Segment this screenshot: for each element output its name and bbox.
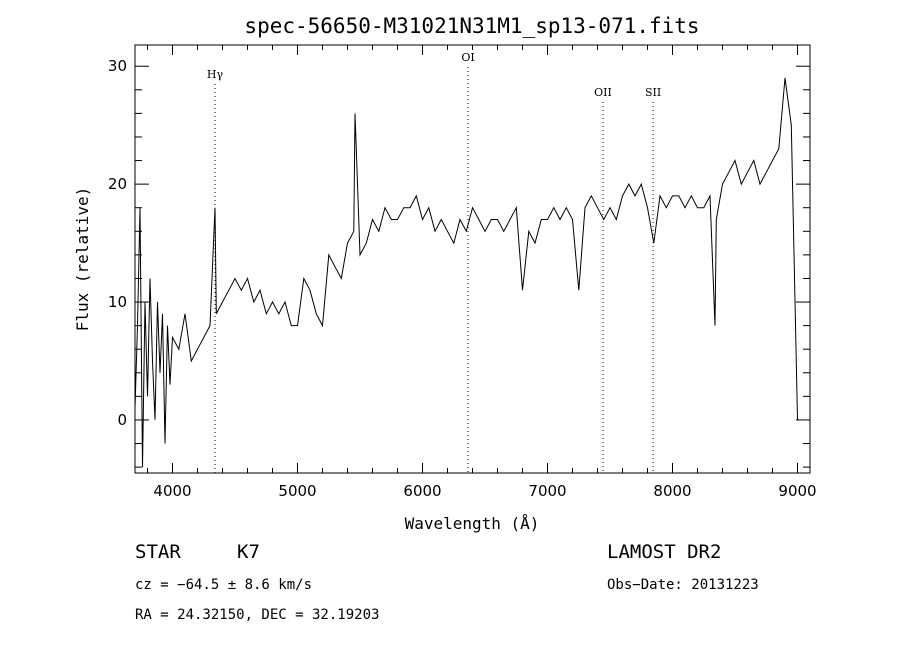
y-tick-label: 10 <box>108 293 127 311</box>
spectrum-line <box>134 77 798 468</box>
x-tick-label: 6000 <box>403 482 441 500</box>
chart-title: spec-56650-M31021N31M1_sp13-071.fits <box>244 14 699 38</box>
coordinates: RA = 24.32150, DEC = 32.19203 <box>135 607 379 623</box>
y-tick-label: 30 <box>108 57 127 75</box>
spectral-line-markers: Hγ OI OII SII <box>207 51 661 473</box>
y-axis-label: Flux (relative) <box>73 187 92 332</box>
spectral-line-label: OII <box>594 86 612 99</box>
x-tick-label: 5000 <box>278 482 316 500</box>
y-tick-label: 20 <box>108 175 127 193</box>
redshift-cz: cz = −64.5 ± 8.6 km/s <box>135 577 312 593</box>
x-tick-label: 4000 <box>153 482 191 500</box>
x-tick-label: 7000 <box>528 482 566 500</box>
axis-tick-labels: 4000 5000 6000 7000 8000 9000 0 10 20 30 <box>108 57 817 500</box>
spectral-line-label: Hγ <box>207 68 224 81</box>
x-axis-label: Wavelength (Å) <box>405 514 540 533</box>
x-tick-label: 8000 <box>653 482 691 500</box>
survey-name: LAMOST DR2 <box>607 541 721 563</box>
spectral-line-label: SII <box>645 86 661 99</box>
y-tick-label: 0 <box>117 411 127 429</box>
plot-frame <box>134 44 811 474</box>
observation-date: Obs−Date: 20131223 <box>607 577 759 593</box>
object-subclass: K7 <box>237 541 260 563</box>
x-tick-label: 9000 <box>778 482 816 500</box>
axis-ticks <box>135 45 810 473</box>
spectral-line-label: OI <box>461 51 474 64</box>
object-class: STAR <box>135 541 181 563</box>
